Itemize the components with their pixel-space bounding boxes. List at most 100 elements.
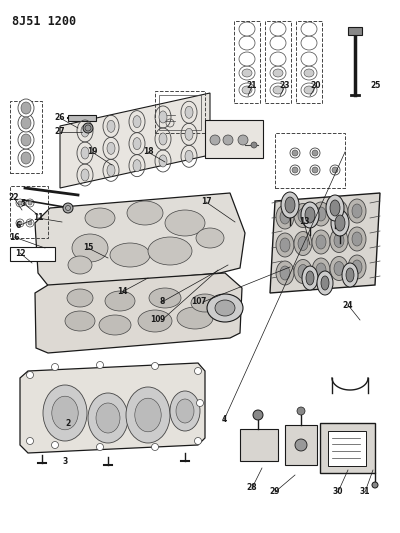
Ellipse shape <box>330 200 348 224</box>
Ellipse shape <box>317 271 333 295</box>
Text: 28: 28 <box>247 483 257 492</box>
Text: 3: 3 <box>62 457 68 466</box>
Ellipse shape <box>107 164 115 176</box>
Ellipse shape <box>239 83 255 97</box>
Ellipse shape <box>330 256 348 280</box>
Ellipse shape <box>81 147 89 159</box>
Circle shape <box>238 135 248 145</box>
Ellipse shape <box>67 289 93 307</box>
Ellipse shape <box>239 52 255 66</box>
Ellipse shape <box>270 22 286 36</box>
Text: 10: 10 <box>150 316 160 325</box>
Ellipse shape <box>280 238 290 252</box>
Text: 20: 20 <box>311 82 321 91</box>
Ellipse shape <box>176 399 194 423</box>
Text: 27: 27 <box>55 127 65 136</box>
Ellipse shape <box>165 210 205 236</box>
Bar <box>320 423 375 473</box>
Ellipse shape <box>177 307 213 329</box>
Ellipse shape <box>52 396 78 430</box>
Ellipse shape <box>110 243 150 267</box>
Ellipse shape <box>335 215 345 231</box>
Bar <box>159 95 201 130</box>
Ellipse shape <box>298 264 308 279</box>
Ellipse shape <box>133 138 141 150</box>
Text: 14: 14 <box>117 287 127 296</box>
Ellipse shape <box>88 393 128 443</box>
Ellipse shape <box>96 403 120 433</box>
Bar <box>285 425 317 465</box>
Circle shape <box>196 400 204 407</box>
Circle shape <box>372 482 378 488</box>
Ellipse shape <box>21 117 31 129</box>
Ellipse shape <box>18 99 34 117</box>
Text: 7: 7 <box>200 297 206 306</box>
Ellipse shape <box>331 210 349 236</box>
Ellipse shape <box>346 268 354 282</box>
Ellipse shape <box>342 263 358 287</box>
Circle shape <box>194 438 202 445</box>
Text: 24: 24 <box>343 301 353 310</box>
Ellipse shape <box>352 232 362 246</box>
Ellipse shape <box>133 160 141 172</box>
Ellipse shape <box>159 133 167 145</box>
Ellipse shape <box>312 258 330 282</box>
Ellipse shape <box>316 263 326 277</box>
Ellipse shape <box>138 310 172 332</box>
Ellipse shape <box>185 106 193 118</box>
Circle shape <box>96 361 104 368</box>
Circle shape <box>312 150 318 156</box>
Text: 9: 9 <box>159 316 165 325</box>
Text: 15: 15 <box>83 244 93 253</box>
Ellipse shape <box>348 227 366 251</box>
Text: 4: 4 <box>221 416 227 424</box>
Ellipse shape <box>348 199 366 223</box>
Circle shape <box>292 167 298 173</box>
Text: 19: 19 <box>87 148 97 157</box>
Ellipse shape <box>85 208 115 228</box>
Ellipse shape <box>294 231 312 255</box>
Ellipse shape <box>135 398 161 432</box>
Ellipse shape <box>301 83 317 97</box>
Circle shape <box>210 135 220 145</box>
Ellipse shape <box>352 260 362 274</box>
Ellipse shape <box>107 120 115 132</box>
Circle shape <box>310 148 320 158</box>
Ellipse shape <box>239 66 255 80</box>
Ellipse shape <box>304 86 314 94</box>
Bar <box>10 101 42 173</box>
Circle shape <box>26 199 34 207</box>
Ellipse shape <box>270 52 286 66</box>
Text: 2: 2 <box>65 419 71 429</box>
Polygon shape <box>20 363 205 453</box>
Ellipse shape <box>301 202 319 228</box>
Ellipse shape <box>334 262 344 276</box>
Ellipse shape <box>242 86 252 94</box>
Circle shape <box>297 407 305 415</box>
Circle shape <box>152 443 158 450</box>
Ellipse shape <box>127 201 163 225</box>
Ellipse shape <box>170 391 200 431</box>
Circle shape <box>290 148 300 158</box>
Text: 8J51 1200: 8J51 1200 <box>12 15 76 28</box>
Ellipse shape <box>21 152 31 164</box>
Ellipse shape <box>99 315 131 335</box>
Circle shape <box>26 219 34 227</box>
Circle shape <box>152 362 158 369</box>
Bar <box>205 120 263 158</box>
Text: 21: 21 <box>247 82 257 91</box>
Circle shape <box>16 219 24 227</box>
Ellipse shape <box>301 22 317 36</box>
Ellipse shape <box>301 66 317 80</box>
Text: 12: 12 <box>15 248 25 257</box>
Circle shape <box>310 165 320 175</box>
Ellipse shape <box>302 266 318 290</box>
Bar <box>240 429 278 461</box>
Text: 5: 5 <box>20 198 26 207</box>
Ellipse shape <box>304 69 314 77</box>
Ellipse shape <box>321 276 329 290</box>
Ellipse shape <box>276 261 294 285</box>
Ellipse shape <box>18 131 34 149</box>
Circle shape <box>83 123 93 133</box>
Circle shape <box>52 441 58 448</box>
